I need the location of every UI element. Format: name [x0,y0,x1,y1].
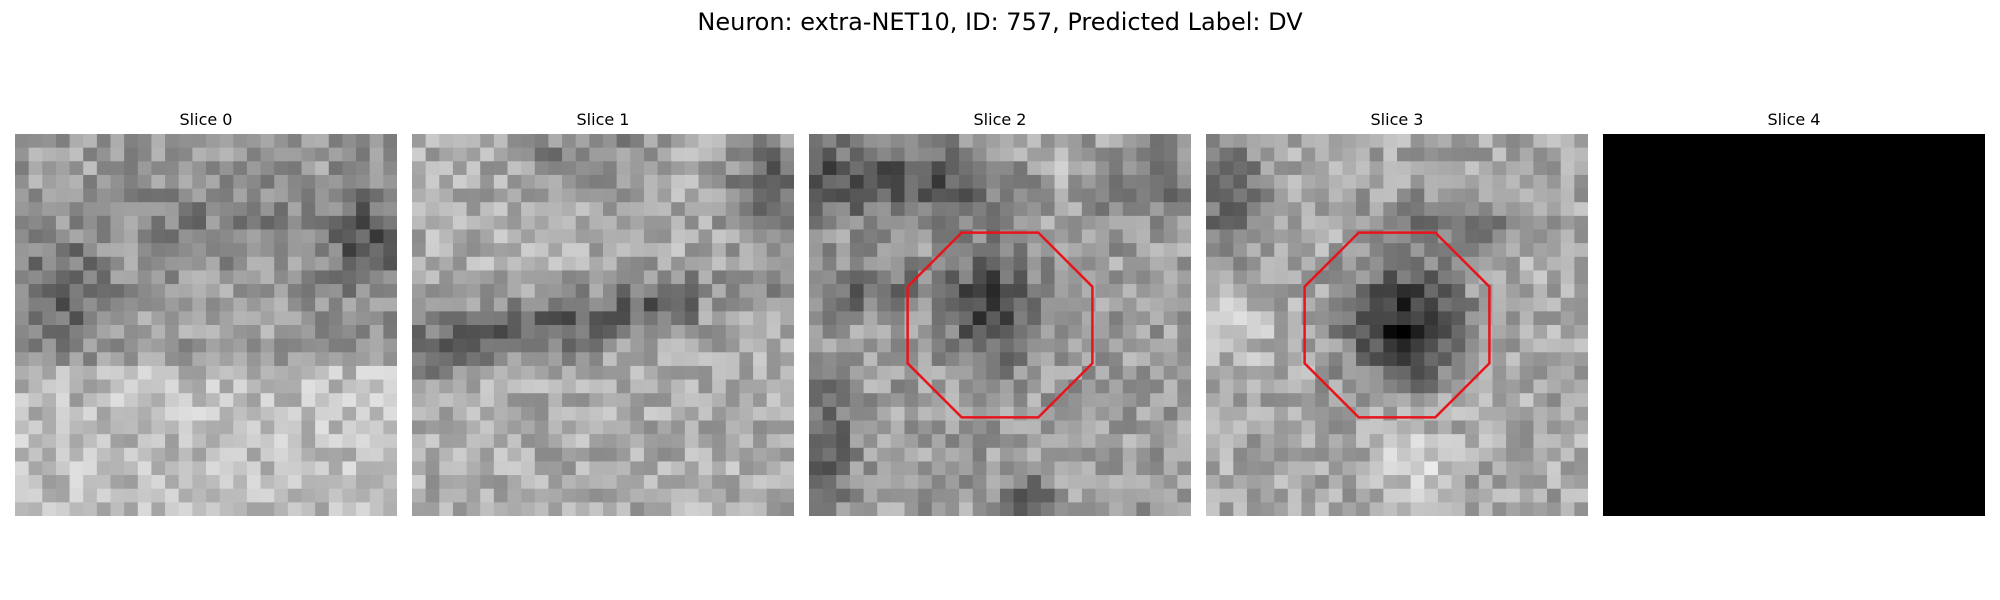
slice-3-image [1206,134,1588,516]
roi-octagon-outline [1303,231,1491,419]
slice-0-image [15,134,397,516]
slice-4-image [1603,134,1985,516]
slice-4-pixels [1603,134,1985,516]
slice-3-pixels [1206,134,1588,516]
slice-2-image [809,134,1191,516]
slice-0-label: Slice 0 [179,110,233,129]
slice-3-label: Slice 3 [1370,110,1424,129]
slice-2-label: Slice 2 [973,110,1027,129]
slice-0-pixels [15,134,397,516]
slice-2-pixels [809,134,1191,516]
slice-1-label: Slice 1 [576,110,630,129]
slice-4-label: Slice 4 [1767,110,1821,129]
slice-1-pixels [412,134,794,516]
roi-octagon-outline [906,231,1094,419]
figure-title: Neuron: extra-NET10, ID: 757, Predicted … [697,8,1303,36]
slice-1-image [412,134,794,516]
